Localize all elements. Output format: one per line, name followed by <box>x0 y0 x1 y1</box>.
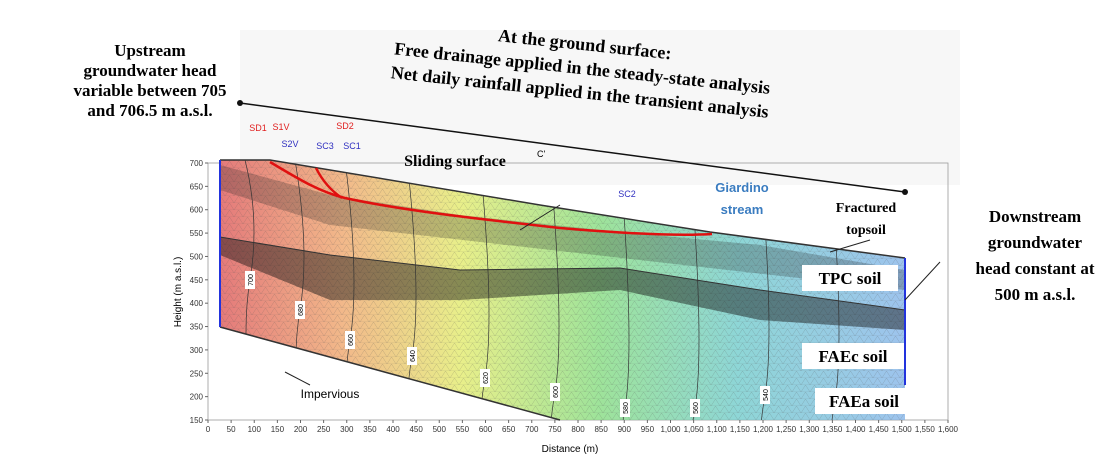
contour-label: 640 <box>410 350 417 362</box>
x-tick-label: 1,400 <box>845 425 866 434</box>
contour-label: 680 <box>298 304 305 316</box>
upstream-note: variable between 705 <box>74 81 227 100</box>
contour-label: 700 <box>248 274 255 286</box>
x-tick-label: 1,600 <box>938 425 959 434</box>
section-mark: C' <box>537 149 545 159</box>
y-tick-label: 450 <box>190 276 204 285</box>
contour-label: 620 <box>483 372 490 384</box>
x-tick-label: 500 <box>433 425 447 434</box>
borehole-label: SD1 <box>249 123 267 133</box>
y-tick-label: 500 <box>190 252 204 261</box>
x-tick-label: 850 <box>594 425 608 434</box>
downstream-pointer <box>905 262 940 300</box>
contour-label-group: 700 <box>245 271 255 289</box>
soil-label: TPC soil <box>819 269 882 288</box>
x-tick-label: 1,450 <box>869 425 890 434</box>
pointer-dot <box>237 100 243 106</box>
contour-label: 600 <box>553 386 560 398</box>
x-tick-label: 300 <box>340 425 354 434</box>
contour-label-group: 620 <box>480 369 490 387</box>
figure: 0 50 100 150 200 250 300 350 400 450 500 550 600 650 7… <box>0 0 1110 458</box>
x-tick-label: 750 <box>548 425 562 434</box>
topsoil-label: topsoil <box>846 223 886 238</box>
x-tick-label: 650 <box>502 425 516 434</box>
x-tick-label: 1,100 <box>707 425 728 434</box>
x-tick-label: 1,250 <box>776 425 797 434</box>
x-tick-label: 450 <box>409 425 423 434</box>
y-tick-label: 250 <box>190 369 204 378</box>
y-tick-label: 700 <box>190 159 204 168</box>
contour-label-group: 540 <box>760 386 770 404</box>
x-tick-label: 350 <box>363 425 377 434</box>
borehole-label: SC1 <box>343 141 361 151</box>
contour-label-group: 580 <box>620 399 630 417</box>
topsoil-label: Fractured <box>836 201 897 216</box>
x-tick-label: 1,350 <box>822 425 843 434</box>
y-tick-label: 200 <box>190 393 204 402</box>
x-tick-label: 200 <box>294 425 308 434</box>
x-tick-label: 150 <box>271 425 285 434</box>
y-tick-label: 600 <box>190 206 204 215</box>
y-tick-label: 350 <box>190 323 204 332</box>
x-tick-label: 1,000 <box>660 425 681 434</box>
y-tick-label: 150 <box>190 416 204 425</box>
x-tick-label: 900 <box>618 425 632 434</box>
y-tick-label: 550 <box>190 229 204 238</box>
downstream-note: 500 m a.s.l. <box>995 285 1076 304</box>
upstream-note: Upstream <box>114 41 185 60</box>
upstream-note: groundwater head <box>83 61 217 80</box>
borehole-label: SC3 <box>316 141 334 151</box>
pointer-dot <box>902 189 908 195</box>
stream-label: Giardino <box>715 180 769 195</box>
contour-label: 580 <box>623 402 630 414</box>
x-tick-label: 400 <box>386 425 400 434</box>
y-tick-label: 650 <box>190 182 204 191</box>
x-tick-label: 100 <box>248 425 262 434</box>
downstream-note: head constant at <box>975 259 1094 278</box>
x-tick-label: 1,500 <box>892 425 913 434</box>
upstream-note: and 706.5 m a.s.l. <box>87 101 212 120</box>
borehole-label: S2V <box>281 139 298 149</box>
impervious-pointer <box>285 372 310 385</box>
contour-label: 540 <box>763 389 770 401</box>
contour-label-group: 640 <box>407 347 417 365</box>
x-axis-label: Distance (m) <box>542 444 599 455</box>
x-tick-label: 600 <box>479 425 493 434</box>
soil-label: FAEc soil <box>818 347 887 366</box>
soil-label: FAEa soil <box>829 392 899 411</box>
x-tick-label: 1,150 <box>730 425 751 434</box>
contour-label: 660 <box>348 334 355 346</box>
x-tick-label: 250 <box>317 425 331 434</box>
y-tick-label: 300 <box>190 346 204 355</box>
x-tick-label: 550 <box>456 425 470 434</box>
impervious-label: Impervious <box>301 387 360 401</box>
borehole-label: SC2 <box>618 189 636 199</box>
contour-label-group: 560 <box>690 399 700 417</box>
y-axis-label: Height (m a.s.l.) <box>173 257 184 328</box>
contour-label-group: 680 <box>295 301 305 319</box>
downstream-note: groundwater <box>988 233 1083 252</box>
x-tick-label: 950 <box>641 425 655 434</box>
borehole-label: SD2 <box>336 121 354 131</box>
x-tick-label: 50 <box>227 425 236 434</box>
x-tick-label: 1,550 <box>915 425 936 434</box>
downstream-note: Downstream <box>989 207 1081 226</box>
x-tick-label: 800 <box>571 425 585 434</box>
x-tick-label: 0 <box>206 425 211 434</box>
contour-label: 560 <box>693 402 700 414</box>
x-tick-label: 1,200 <box>753 425 774 434</box>
contour-label-group: 660 <box>345 331 355 349</box>
borehole-label: S1V <box>272 122 289 132</box>
x-tick-label: 1,300 <box>799 425 820 434</box>
x-tick-label: 1,050 <box>684 425 705 434</box>
sliding-surface-label: Sliding surface <box>404 153 506 170</box>
contour-label-group: 600 <box>550 383 560 401</box>
x-tick-label: 700 <box>525 425 539 434</box>
y-tick-label: 400 <box>190 299 204 308</box>
stream-label: stream <box>721 202 764 217</box>
